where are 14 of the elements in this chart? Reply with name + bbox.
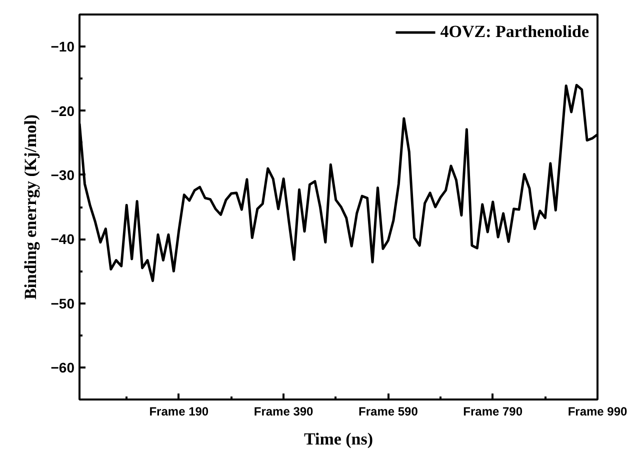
y-tick-label: −10 bbox=[50, 38, 75, 55]
x-tick-label: Frame 390 bbox=[254, 404, 314, 418]
y-tick-label: −60 bbox=[50, 359, 75, 376]
x-axis-title: Time (ns) bbox=[304, 430, 374, 448]
y-axis-title: Binding enerrgy (Kj/mol) bbox=[20, 114, 40, 300]
y-tick-label: −20 bbox=[50, 102, 75, 119]
x-tick-label: Frame 190 bbox=[149, 404, 209, 418]
y-tick-label: −40 bbox=[50, 231, 75, 248]
y-tick-label: −50 bbox=[50, 295, 75, 312]
x-tick-label: Frame 590 bbox=[358, 404, 418, 418]
y-tick-label: −30 bbox=[50, 166, 75, 183]
x-tick-label: Frame 790 bbox=[463, 404, 523, 418]
legend-label: 4OVZ: Parthenolide bbox=[440, 22, 589, 42]
x-tick-label: Frame 990 bbox=[568, 404, 628, 418]
